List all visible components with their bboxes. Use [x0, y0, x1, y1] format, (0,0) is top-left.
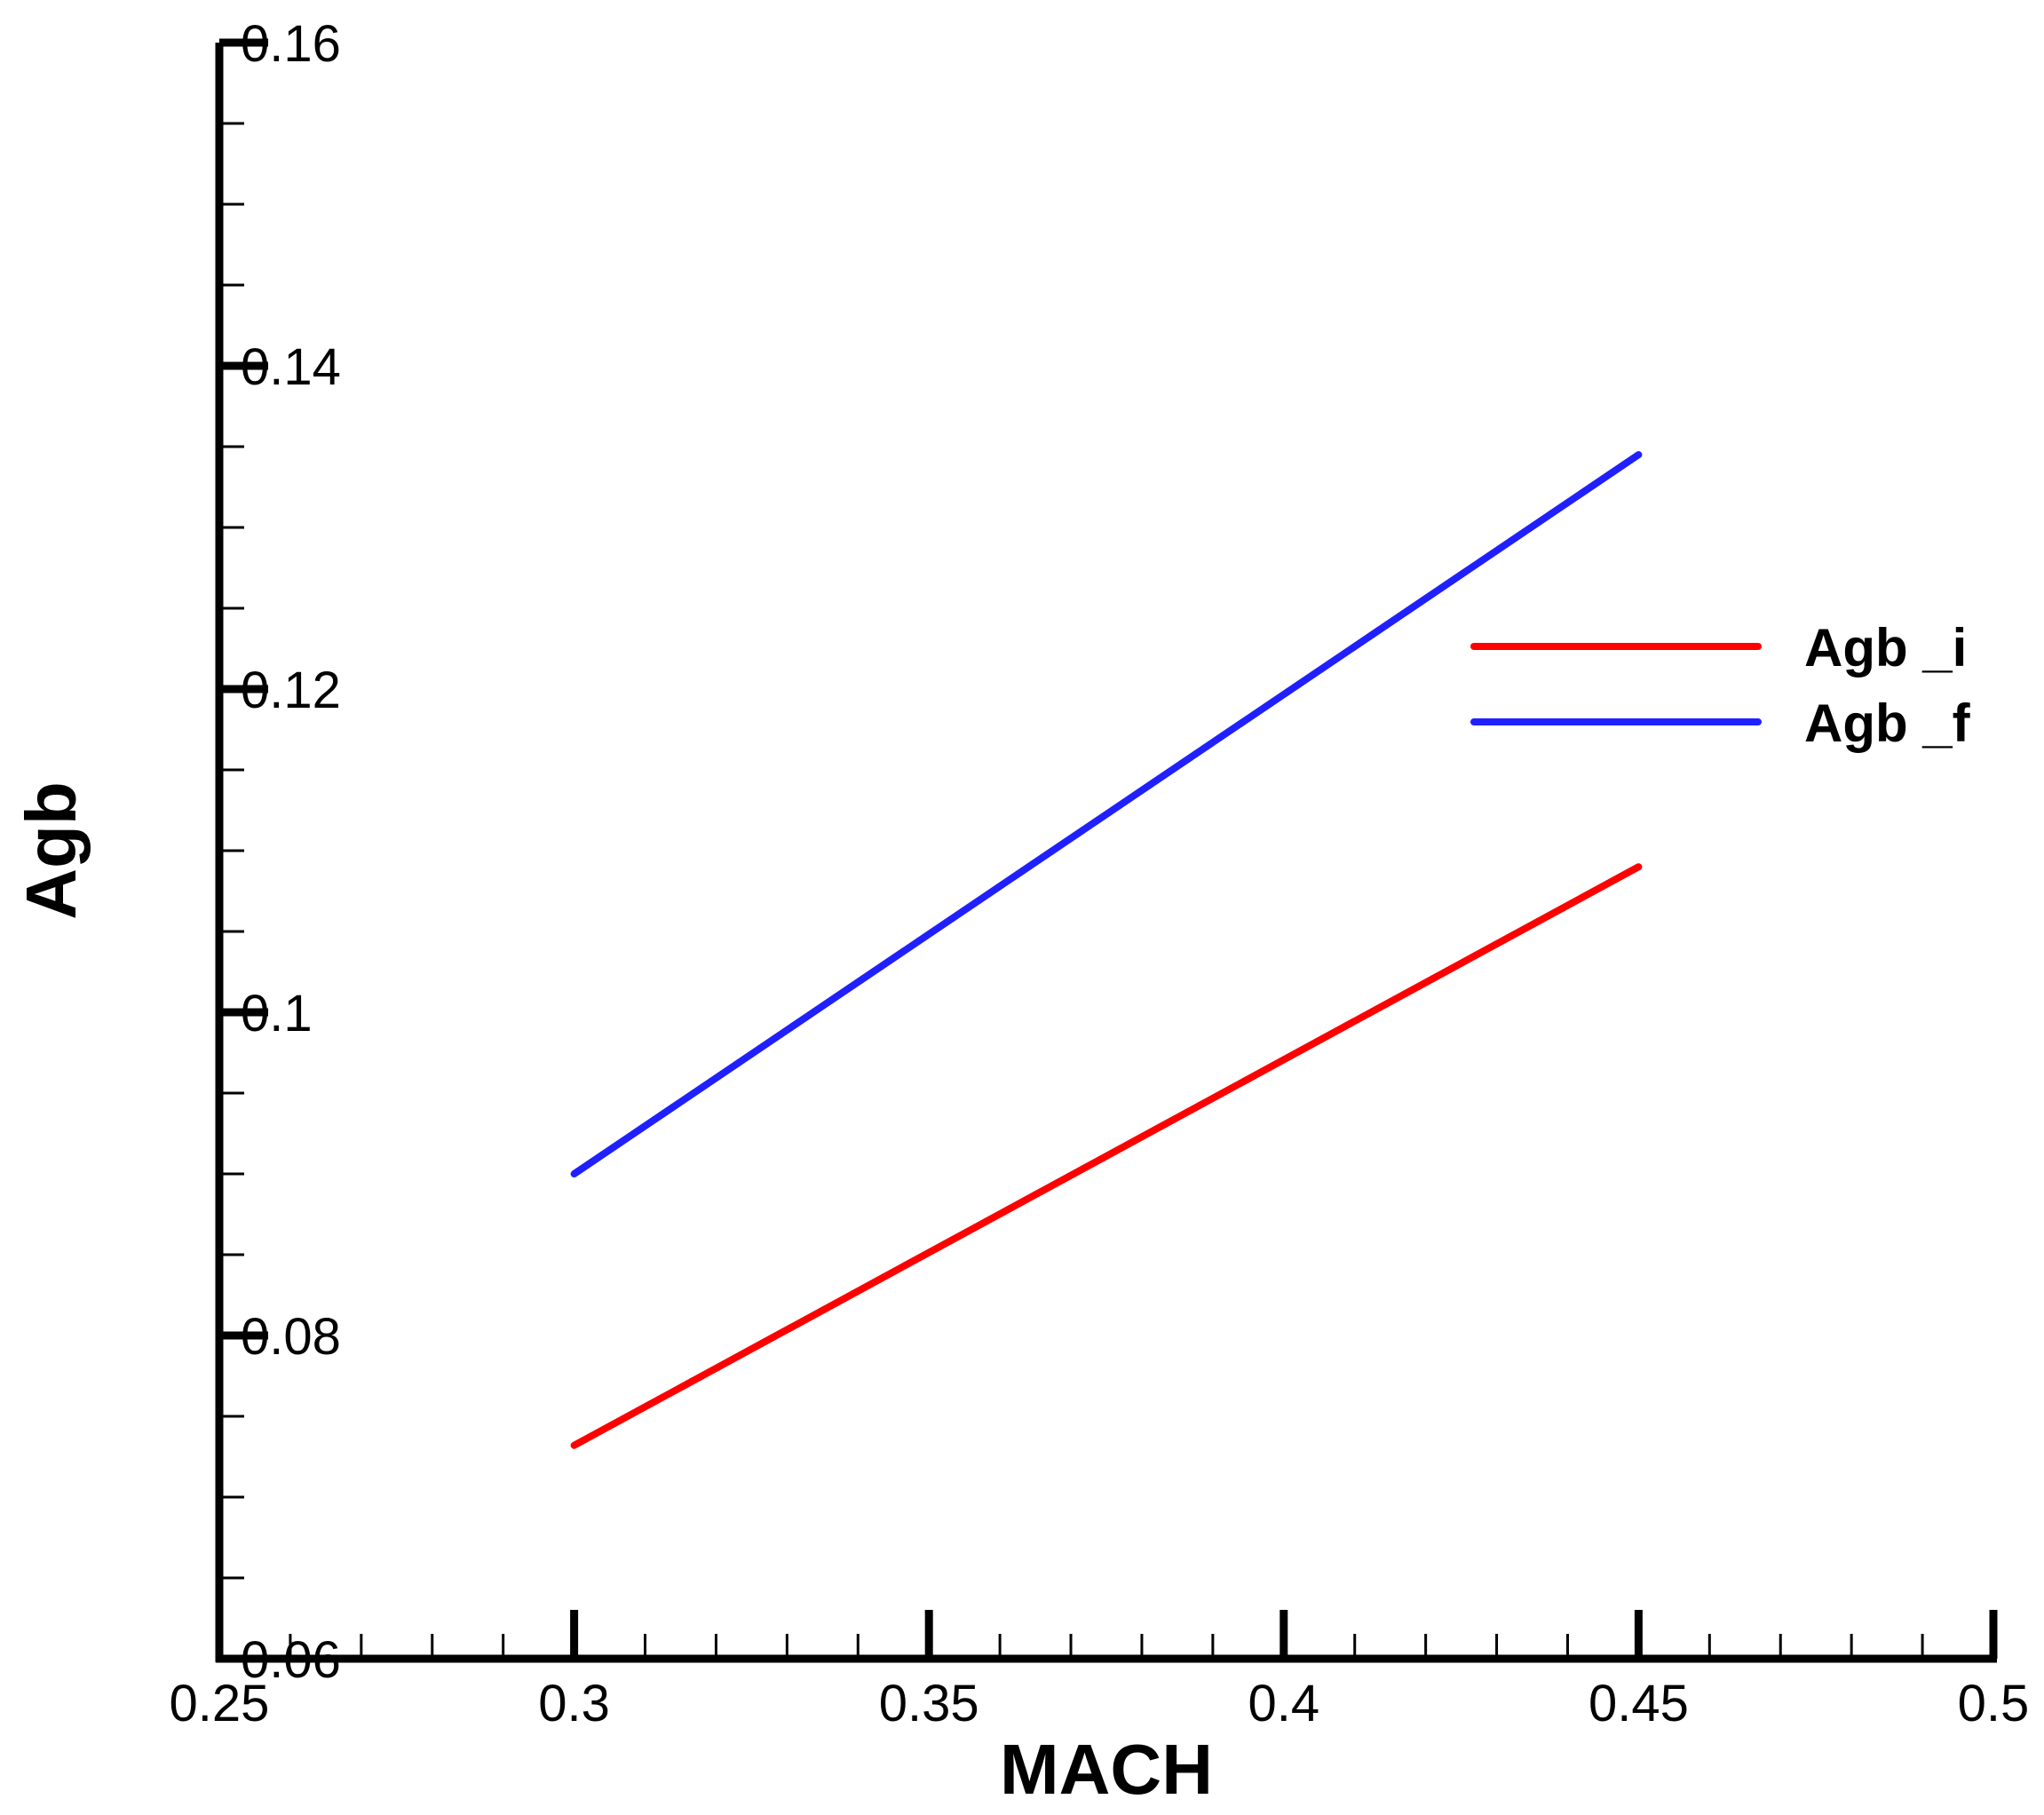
legend: Agb _i Agb _f — [1470, 618, 1971, 753]
y-axis-title: Agb — [12, 781, 91, 920]
y-tick-label: 0.1 — [241, 985, 313, 1042]
minor-ticks — [218, 41, 1995, 1660]
x-tick-label: 0.35 — [879, 1675, 979, 1732]
y-tick-label: 0.12 — [241, 662, 341, 719]
legend-label: Agb _i — [1804, 618, 1967, 678]
x-tick-label: 0.25 — [170, 1675, 270, 1732]
major-ticks — [215, 38, 1998, 1663]
x-tick-label: 0.3 — [538, 1675, 610, 1732]
legend-label: Agb _f — [1804, 694, 1971, 753]
y-tick-label: 0.16 — [241, 15, 341, 73]
series-line — [570, 451, 1643, 1177]
x-tick-label: 0.4 — [1248, 1675, 1319, 1732]
x-tick-labels: 0.25 0.3 0.35 0.4 0.45 0.5 — [170, 1675, 2030, 1732]
y-tick-labels: 0.06 0.08 0.1 0.12 0.14 0.16 — [241, 15, 341, 1689]
x-tick-label: 0.5 — [1958, 1675, 2030, 1732]
series-group — [570, 451, 1643, 1449]
y-tick-label: 0.08 — [241, 1308, 341, 1366]
series-line — [570, 863, 1643, 1449]
y-tick-label: 0.06 — [241, 1631, 341, 1689]
x-tick-label: 0.45 — [1588, 1675, 1689, 1732]
y-tick-label: 0.14 — [241, 338, 341, 396]
x-axis-title: MACH — [1000, 1730, 1213, 1809]
